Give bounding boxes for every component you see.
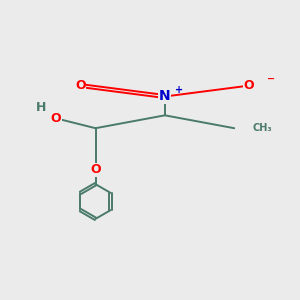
- Text: H: H: [36, 101, 46, 114]
- Text: −: −: [267, 74, 275, 84]
- Text: O: O: [51, 112, 61, 125]
- Text: O: O: [244, 79, 254, 92]
- Text: O: O: [90, 163, 101, 176]
- Text: N: N: [159, 89, 171, 103]
- Text: O: O: [75, 79, 86, 92]
- Text: +: +: [175, 85, 183, 94]
- Text: CH₃: CH₃: [252, 123, 272, 133]
